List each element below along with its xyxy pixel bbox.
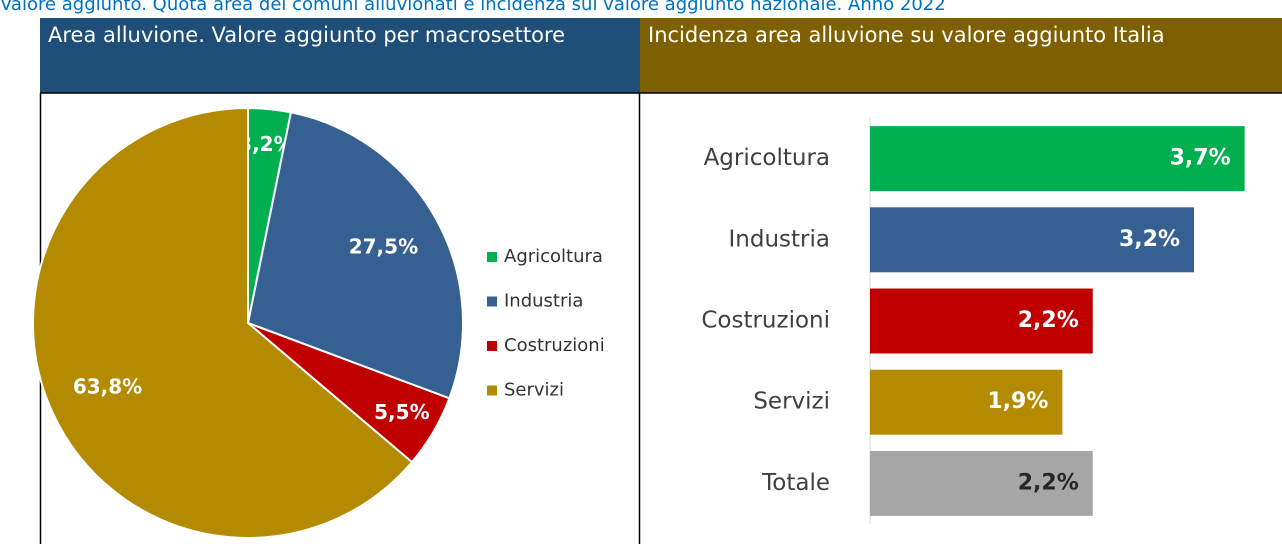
- pie-slice: [246, 111, 464, 400]
- legend-swatch: [487, 296, 497, 307]
- pie-slice: [32, 106, 414, 539]
- legend-label: Agricoltura: [504, 246, 603, 267]
- bar: [870, 126, 1245, 192]
- caption: Valore aggiunto. Quota area dei comuni a…: [0, 0, 946, 15]
- legend-swatch: [487, 385, 497, 396]
- category-label: Costruzioni: [701, 308, 830, 334]
- category-label: Totale: [761, 470, 830, 496]
- bar-label: 2,2%: [1018, 470, 1079, 495]
- legend-label: Costruzioni: [504, 335, 605, 356]
- slice-label: 5,5%: [374, 400, 429, 424]
- bar: [870, 288, 1093, 354]
- category-label: Servizi: [753, 389, 830, 415]
- panel-header: Incidenza area alluvione su valore aggiu…: [640, 18, 1282, 93]
- bar-label: 1,9%: [987, 389, 1048, 414]
- category-label: Agricoltura: [704, 145, 830, 171]
- panel-header: Area alluvione. Valore aggiunto per macr…: [40, 18, 640, 93]
- slice-label: 27,5%: [349, 234, 418, 258]
- bar-label: 3,7%: [1170, 146, 1231, 171]
- slice-label: 63,8%: [73, 375, 142, 399]
- legend-label: Industria: [504, 291, 583, 312]
- category-label: Industria: [729, 226, 830, 252]
- bar-label: 3,2%: [1119, 227, 1180, 252]
- bar: [870, 207, 1194, 273]
- legend-label: Servizi: [504, 380, 564, 401]
- bar-label: 2,2%: [1018, 308, 1079, 333]
- legend-swatch: [487, 252, 497, 262]
- legend-swatch: [487, 341, 497, 351]
- bar: [870, 450, 1093, 516]
- bar: [870, 369, 1063, 435]
